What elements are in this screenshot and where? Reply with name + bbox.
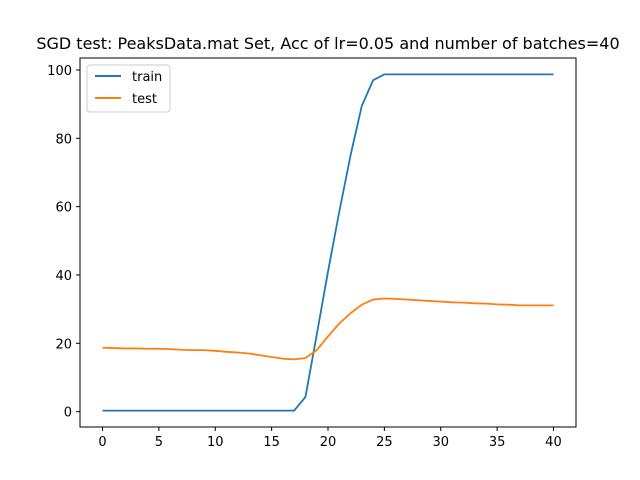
- x-tick-label: 20: [320, 435, 337, 450]
- x-tick-label: 30: [432, 435, 449, 450]
- legend-label-test: test: [132, 92, 157, 107]
- series-layer: [102, 73, 554, 412]
- y-tick-label: 20: [55, 337, 72, 352]
- x-tick-label: 35: [489, 435, 506, 450]
- series-line-test: [102, 297, 554, 361]
- x-tick-label: 10: [207, 435, 224, 450]
- x-tick-label: 15: [263, 435, 280, 450]
- legend-label-train: train: [132, 70, 162, 85]
- tick-layer: 0 5 10 15 20 25 30 35 40 0 20 40 60 80 100: [47, 64, 562, 450]
- chart-title: SGD test: PeaksData.mat Set, Acc of lr=0…: [36, 34, 619, 53]
- series-line-train: [102, 73, 554, 412]
- plot-frame: [79, 57, 577, 428]
- y-tick-label: 60: [55, 201, 72, 216]
- y-tick-label: 100: [47, 64, 72, 79]
- x-tick-label: 0: [98, 435, 106, 450]
- y-tick-label: 80: [55, 132, 72, 147]
- legend: train test: [86, 64, 171, 113]
- y-tick-label: 0: [64, 406, 72, 421]
- x-tick-label: 40: [545, 435, 562, 450]
- x-tick-label: 5: [155, 435, 163, 450]
- x-tick-label: 25: [376, 435, 393, 450]
- y-tick-label: 40: [55, 269, 72, 284]
